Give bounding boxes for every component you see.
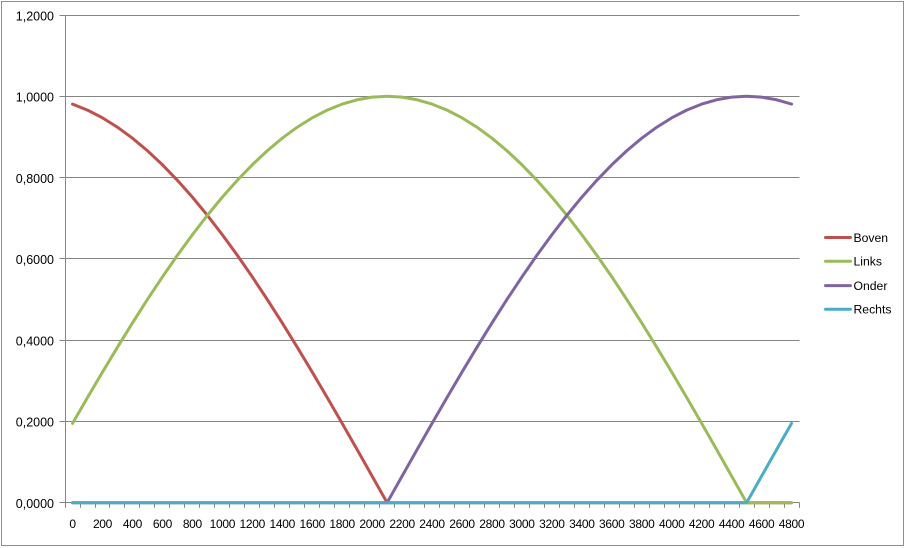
svg-text:3800: 3800 [629, 517, 655, 531]
svg-text:0,2000: 0,2000 [16, 416, 54, 430]
svg-text:Links: Links [854, 255, 882, 269]
svg-text:600: 600 [153, 517, 173, 531]
svg-text:0,0000: 0,0000 [16, 497, 54, 511]
svg-text:1,2000: 1,2000 [16, 9, 54, 23]
svg-text:1200: 1200 [240, 517, 266, 531]
svg-text:1,0000: 1,0000 [16, 91, 54, 105]
svg-text:2400: 2400 [419, 517, 445, 531]
svg-text:2800: 2800 [479, 517, 505, 531]
svg-text:3000: 3000 [509, 517, 535, 531]
svg-text:0,6000: 0,6000 [16, 253, 54, 267]
svg-text:0,4000: 0,4000 [16, 334, 54, 348]
svg-text:1000: 1000 [210, 517, 236, 531]
svg-text:4800: 4800 [779, 517, 805, 531]
svg-text:2000: 2000 [359, 517, 385, 531]
svg-text:4600: 4600 [749, 517, 775, 531]
svg-text:4200: 4200 [689, 517, 715, 531]
svg-text:4000: 4000 [659, 517, 685, 531]
svg-text:200: 200 [93, 517, 113, 531]
svg-text:1600: 1600 [299, 517, 325, 531]
svg-text:3400: 3400 [569, 517, 595, 531]
svg-text:Rechts: Rechts [854, 303, 892, 317]
svg-text:400: 400 [123, 517, 143, 531]
svg-text:2200: 2200 [389, 517, 415, 531]
svg-text:2600: 2600 [449, 517, 475, 531]
svg-text:4400: 4400 [719, 517, 745, 531]
svg-text:0,8000: 0,8000 [16, 172, 54, 186]
svg-text:1400: 1400 [270, 517, 296, 531]
svg-text:1800: 1800 [329, 517, 355, 531]
svg-text:3200: 3200 [539, 517, 565, 531]
svg-text:0: 0 [69, 517, 76, 531]
svg-text:800: 800 [183, 517, 203, 531]
svg-text:3600: 3600 [599, 517, 625, 531]
svg-text:Boven: Boven [854, 231, 889, 245]
svg-text:Onder: Onder [854, 279, 888, 293]
